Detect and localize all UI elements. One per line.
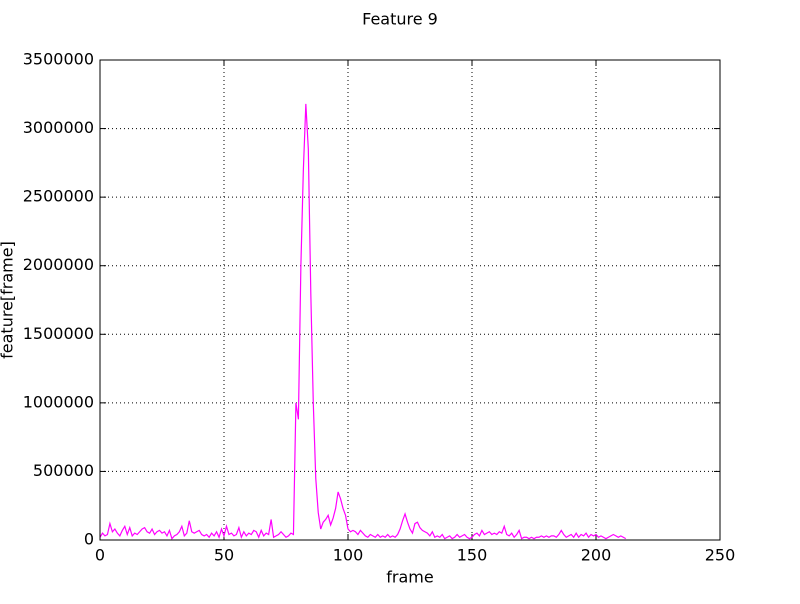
y-tick-label: 1000000 (23, 392, 94, 411)
x-tick-label: 50 (214, 546, 234, 565)
line-series (99, 103, 627, 540)
x-tick-label: 150 (457, 546, 488, 565)
y-tick-label: 3000000 (23, 118, 94, 137)
plot-frame (99, 59, 721, 541)
x-tick-label: 250 (705, 546, 736, 565)
y-axis-label: feature[frame] (0, 241, 17, 359)
x-axis-label: frame (386, 568, 433, 587)
chart-title: Feature 9 (362, 10, 438, 29)
y-tick-label: 500000 (33, 461, 94, 480)
y-tick-label: 3500000 (23, 50, 94, 69)
x-tick-label: 100 (333, 546, 364, 565)
y-tick-label: 1500000 (23, 324, 94, 343)
y-tick-label: 0 (84, 530, 94, 549)
x-tick-label: 200 (581, 546, 612, 565)
x-tick-label: 0 (95, 546, 105, 565)
y-tick-label: 2000000 (23, 255, 94, 274)
y-tick-label: 2500000 (23, 187, 94, 206)
